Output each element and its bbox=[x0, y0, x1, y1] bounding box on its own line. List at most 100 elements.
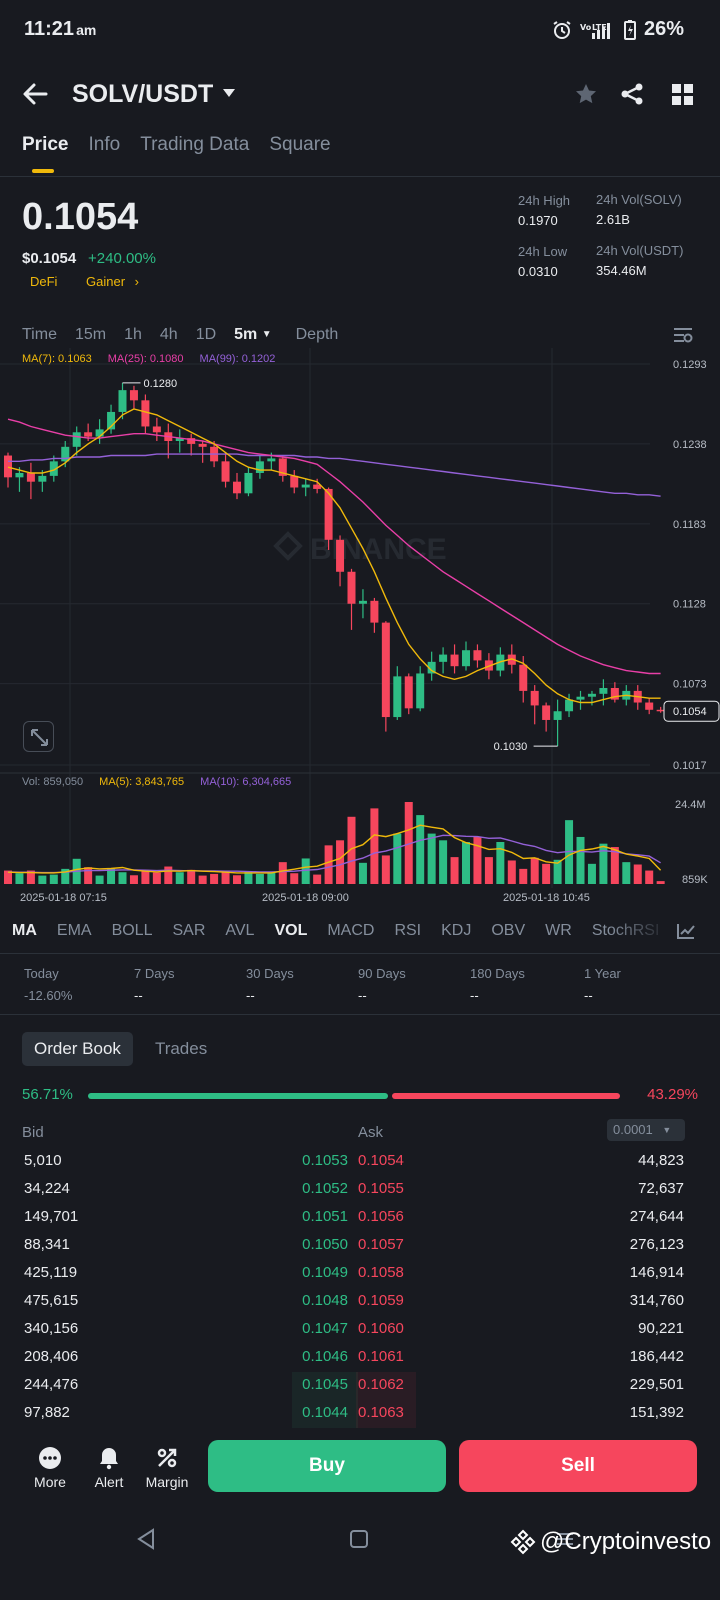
volume-bar bbox=[95, 875, 104, 884]
status-time: 11:21 am bbox=[24, 18, 97, 40]
candle-body bbox=[187, 438, 196, 444]
candle-body bbox=[381, 622, 390, 718]
indicator-macd[interactable]: MACD bbox=[327, 922, 375, 939]
volume-bar bbox=[645, 870, 654, 884]
ma99-line bbox=[8, 453, 661, 497]
tab-trades[interactable]: Trades bbox=[154, 1039, 208, 1058]
tab-square[interactable]: Square bbox=[269, 134, 331, 155]
volume-bar bbox=[61, 868, 70, 884]
bid-depth-bar bbox=[292, 1372, 358, 1400]
order-book-row[interactable]: 425,119 0.1049 0.1058 146,914 bbox=[0, 1260, 720, 1288]
chevron-right-icon: › bbox=[134, 274, 139, 289]
order-book-row[interactable]: 340,156 0.1047 0.1060 90,221 bbox=[0, 1316, 720, 1344]
order-book-row[interactable]: 5,010 0.1053 0.1054 44,823 bbox=[0, 1148, 720, 1176]
interval-4h[interactable]: 4h bbox=[159, 326, 178, 343]
ask-quantity: 186,442 bbox=[629, 1348, 684, 1365]
perf-1y-value: -- bbox=[584, 988, 593, 1003]
tag-defi[interactable]: DeFi bbox=[30, 274, 58, 289]
ask-quantity: 276,123 bbox=[629, 1236, 684, 1253]
expand-chart-icon[interactable] bbox=[23, 721, 54, 752]
volume-bar bbox=[84, 867, 93, 884]
interval-depth[interactable]: Depth bbox=[295, 326, 339, 343]
chart-watermark-logo bbox=[273, 531, 303, 561]
order-book-row[interactable]: 149,701 0.1051 0.1056 274,644 bbox=[0, 1204, 720, 1232]
candle-body bbox=[244, 472, 253, 494]
ask-quantity: 146,914 bbox=[629, 1264, 684, 1281]
candle-body bbox=[393, 676, 402, 718]
indicator-ema[interactable]: EMA bbox=[56, 922, 92, 939]
nav-recents-icon[interactable] bbox=[556, 1530, 574, 1548]
interval-5m[interactable]: 5m ▼ bbox=[234, 326, 271, 344]
volume-bar bbox=[427, 833, 436, 884]
indicator-rsi[interactable]: RSI bbox=[394, 922, 422, 939]
candle-body bbox=[129, 390, 138, 401]
ask-ratio-fill bbox=[392, 1093, 620, 1099]
chart-settings-icon[interactable] bbox=[672, 326, 694, 344]
indicator-kdj[interactable]: KDJ bbox=[441, 922, 472, 939]
indicator-wr[interactable]: WR bbox=[545, 922, 572, 939]
interval-1d[interactable]: 1D bbox=[195, 326, 217, 343]
svg-text:Vo: Vo bbox=[580, 23, 592, 32]
order-book-row[interactable]: 244,476 0.1045 0.1062 229,501 bbox=[0, 1372, 720, 1400]
vol-legend: Vol: 859,050 bbox=[22, 776, 84, 788]
volume-bar bbox=[484, 857, 493, 884]
indicator-ma[interactable]: MA bbox=[12, 922, 37, 939]
bid-ask-ratio-bar bbox=[88, 1093, 620, 1099]
sell-button[interactable]: Sell bbox=[459, 1440, 697, 1492]
interval-1h[interactable]: 1h bbox=[124, 326, 142, 343]
candle-body bbox=[553, 711, 562, 720]
price-chart[interactable]: BINANCE 0.1293 0.1238 0.1183 0.1128 0.1073 0.1… bbox=[0, 348, 720, 910]
bid-price: 0.1052 bbox=[302, 1180, 348, 1197]
volume-bar bbox=[290, 873, 299, 884]
precision-select[interactable]: 0.0001 ▼ bbox=[607, 1119, 685, 1141]
tab-order-book[interactable]: Order Book bbox=[22, 1032, 133, 1066]
interval-15m[interactable]: 15m bbox=[74, 326, 107, 343]
tab-price[interactable]: Price bbox=[22, 134, 69, 173]
perf-7d-label: 7 Days bbox=[134, 966, 175, 981]
layout-grid-icon[interactable] bbox=[672, 84, 694, 106]
ask-column-header: Ask bbox=[358, 1124, 384, 1141]
order-book-row[interactable]: 97,882 0.1044 0.1063 151,392 bbox=[0, 1400, 720, 1428]
candle-body bbox=[61, 446, 70, 462]
order-book-row[interactable]: 34,224 0.1052 0.1055 72,637 bbox=[0, 1176, 720, 1204]
tag-gainer[interactable]: Gainer › bbox=[86, 274, 139, 289]
order-book-row[interactable]: 475,615 0.1048 0.1059 314,760 bbox=[0, 1288, 720, 1316]
indicator-settings-icon[interactable] bbox=[676, 922, 696, 940]
tab-info[interactable]: Info bbox=[88, 134, 121, 155]
back-arrow-icon[interactable] bbox=[22, 82, 48, 106]
candle-body bbox=[95, 429, 104, 437]
ask-price: 0.1056 bbox=[358, 1208, 404, 1225]
indicator-obv[interactable]: OBV bbox=[491, 922, 526, 939]
more-button[interactable]: More bbox=[25, 1446, 75, 1490]
tab-trading-data[interactable]: Trading Data bbox=[140, 134, 250, 155]
order-book-row[interactable]: 208,406 0.1046 0.1061 186,442 bbox=[0, 1344, 720, 1372]
order-book-row[interactable]: 88,341 0.1050 0.1057 276,123 bbox=[0, 1232, 720, 1260]
pair-title[interactable]: SOLV/USDT bbox=[72, 80, 214, 108]
candle-body bbox=[336, 539, 345, 572]
bell-icon bbox=[100, 1448, 118, 1470]
share-icon[interactable] bbox=[620, 82, 644, 106]
buy-button[interactable]: Buy bbox=[208, 1440, 446, 1492]
stat-vol-quote-label: 24h Vol(USDT) bbox=[596, 243, 684, 258]
indicator-sar[interactable]: SAR bbox=[172, 922, 206, 939]
favorite-star-icon[interactable] bbox=[574, 82, 598, 106]
candle-body bbox=[72, 432, 81, 447]
bid-depth-bar bbox=[292, 1400, 358, 1428]
nav-back-icon[interactable] bbox=[136, 1528, 156, 1550]
interval-time[interactable]: Time bbox=[22, 326, 57, 343]
indicator-boll[interactable]: BOLL bbox=[111, 922, 153, 939]
ask-price: 0.1057 bbox=[358, 1236, 404, 1253]
watermark: @Cryptoinvesto bbox=[510, 1528, 711, 1556]
candle-body bbox=[152, 426, 161, 433]
alert-button[interactable]: Alert bbox=[84, 1446, 134, 1490]
indicator-vol[interactable]: VOL bbox=[274, 922, 308, 939]
indicator-avl[interactable]: AVL bbox=[225, 922, 255, 939]
chevron-down-icon[interactable] bbox=[222, 88, 236, 98]
nav-home-icon[interactable] bbox=[350, 1530, 368, 1548]
more-dots-icon bbox=[39, 1447, 61, 1469]
perf-90d-label: 90 Days bbox=[358, 966, 406, 981]
volume-bar bbox=[633, 864, 642, 884]
margin-button[interactable]: Margin bbox=[142, 1446, 192, 1490]
vol-ma5-legend: MA(5): 3,843,765 bbox=[99, 776, 185, 788]
volume-bar bbox=[313, 874, 322, 884]
